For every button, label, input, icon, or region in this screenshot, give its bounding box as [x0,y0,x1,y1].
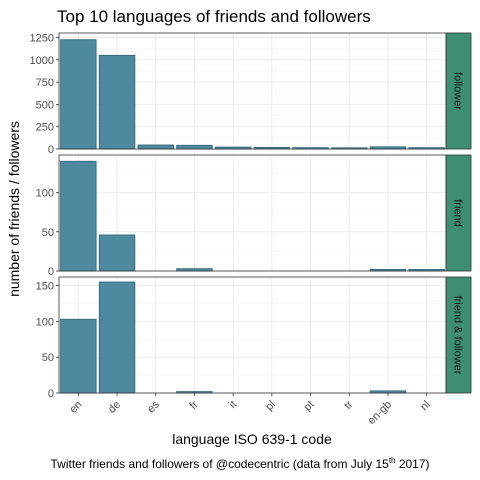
caption-main: Twitter friends and followers of @codece… [50,457,389,471]
x-tick-label-fr: fr [187,398,200,411]
facet-strip-label: friend & follower [452,296,464,375]
facet-strip [445,32,472,150]
bar-friend-follower-en [60,318,97,394]
y-tick-label: 150 [36,281,54,293]
panel-1: 0 50 100 friend [36,154,472,278]
x-axis-tick-labels: en de es fr it pl pt tr en-gb nl [67,393,433,427]
x-tick-label-de: de [106,399,123,416]
x-tick-label-tr: tr [342,398,355,411]
y-tick-label: 500 [36,99,54,111]
y-tick-label: 1250 [30,32,54,44]
x-tick-label-es: es [145,398,162,415]
y-tick-label: 50 [42,227,54,239]
facet-strip-label: follower [452,72,464,110]
bar-follower-en [60,39,97,150]
x-tick-label-pl: pl [263,399,278,414]
facet-strip [445,276,472,394]
y-tick-label: 750 [36,77,54,89]
y-tick-label: 250 [36,122,54,134]
y-tick-label: 0 [48,388,54,400]
bar-follower-es [137,144,174,150]
chart-title: Top 10 languages of friends and follower… [57,7,371,26]
bar-friend-de [98,234,136,272]
bar-follower-fr [176,144,213,150]
x-tick-label-en-gb: en-gb [366,399,394,427]
facet-panels: 0 250 500 750 1000 1250 follower 0 50 100 friend 0 5… [30,32,472,400]
bar-follower-de [98,54,136,150]
bar-friend-follower-de [98,281,136,394]
x-tick-label-nl: nl [418,399,433,414]
y-tick-label: 50 [42,352,54,364]
x-tick-label-en: en [67,399,84,416]
caption-end: 2017) [395,457,429,471]
x-tick-label-it: it [227,399,239,411]
y-tick-label: 100 [36,316,54,328]
y-tick-label: 100 [36,188,54,200]
y-tick-label: 1000 [30,55,54,67]
caption-superscript: th [389,456,396,465]
y-tick-label: 0 [48,266,54,278]
panel-0: 0 250 500 750 1000 1250 follower [30,32,472,156]
y-axis-title: number of friends / followers [6,121,22,297]
chart-caption: Twitter friends and followers of @codece… [50,456,429,471]
x-tick-label-pt: pt [302,399,317,414]
facet-strip [445,154,472,272]
x-axis-title: language ISO 639-1 code [172,431,332,447]
bar-friend-en [60,160,97,272]
facet-strip-label: friend [452,199,464,227]
panel-2: 0 50 100 150 friend & follower [36,276,472,400]
y-tick-label: 0 [48,144,54,156]
